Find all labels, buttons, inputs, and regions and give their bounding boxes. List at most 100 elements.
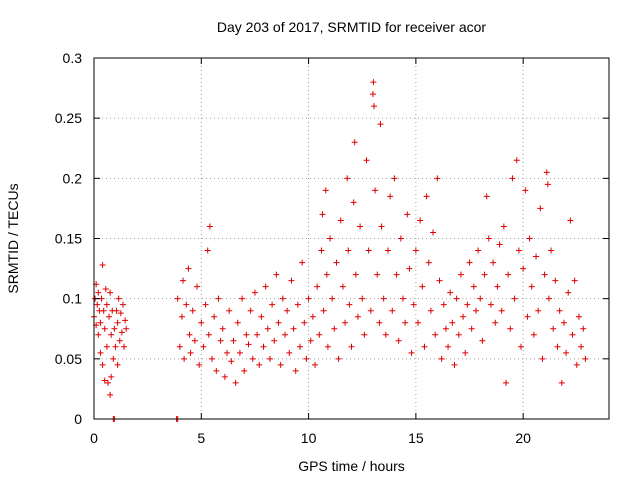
data-point: [425, 259, 432, 266]
data-point: [524, 313, 531, 320]
data-point: [455, 331, 462, 338]
data-point: [97, 319, 104, 326]
data-point: [224, 349, 231, 356]
data-point: [575, 313, 582, 320]
data-point: [359, 295, 366, 302]
data-point: [342, 319, 349, 326]
data-point: [297, 343, 303, 350]
data-point: [528, 283, 535, 290]
data-point: [247, 307, 254, 314]
data-point: [117, 310, 124, 317]
data-point: [406, 265, 413, 272]
data-point: [111, 325, 118, 332]
data-point: [468, 325, 475, 332]
data-point: [382, 331, 389, 338]
data-point: [118, 329, 125, 336]
data-point: [97, 349, 104, 356]
data-point: [351, 139, 358, 146]
data-point: [178, 313, 185, 320]
data-point: [110, 355, 117, 362]
data-point: [198, 319, 205, 326]
data-point: [348, 343, 355, 350]
data-point: [234, 319, 241, 326]
data-point: [567, 217, 574, 224]
data-point: [292, 367, 299, 374]
data-point: [183, 301, 190, 308]
data-point: [515, 247, 522, 254]
data-point: [230, 337, 237, 344]
data-point: [447, 289, 454, 296]
data-point: [251, 289, 258, 296]
data-point: [100, 307, 107, 314]
data-point: [545, 295, 552, 302]
data-point: [180, 277, 187, 284]
data-point: [479, 337, 486, 344]
data-point: [563, 349, 570, 356]
data-point: [314, 283, 321, 290]
data-point: [176, 343, 183, 350]
data-point: [507, 325, 514, 332]
data-point: [205, 331, 212, 338]
data-point: [582, 355, 589, 362]
data-point: [112, 343, 119, 350]
data-point: [522, 187, 529, 194]
data-point: [256, 361, 263, 368]
data-point: [449, 319, 456, 326]
data-point: [460, 313, 467, 320]
data-point: [397, 235, 404, 242]
data-point: [464, 301, 471, 308]
data-point: [339, 283, 346, 290]
data-point: [327, 235, 334, 242]
data-point: [215, 295, 222, 302]
data-point: [404, 211, 411, 218]
data-point: [108, 373, 115, 380]
data-point: [331, 325, 338, 332]
data-point: [337, 217, 344, 224]
data-point: [303, 355, 310, 362]
data-point: [318, 247, 325, 254]
data-point: [492, 319, 499, 326]
data-point: [453, 295, 460, 302]
data-point: [309, 313, 316, 320]
data-point: [380, 295, 387, 302]
data-point: [284, 307, 291, 314]
data-point: [346, 301, 353, 308]
x-axis-label: GPS time / hours: [298, 458, 405, 474]
data-point: [556, 307, 563, 314]
data-point: [254, 331, 261, 338]
x-tick-label: 5: [197, 430, 205, 446]
data-point: [402, 319, 409, 326]
data-point: [361, 331, 368, 338]
data-point: [191, 337, 198, 344]
data-point: [400, 295, 406, 302]
data-point: [421, 343, 428, 350]
data-point: [470, 283, 477, 290]
data-point: [194, 283, 200, 290]
data-point: [543, 169, 550, 176]
data-point: [412, 247, 419, 254]
data-point: [114, 319, 121, 326]
data-point: [322, 187, 329, 194]
data-point: [410, 301, 417, 308]
data-point: [106, 313, 113, 320]
data-point: [262, 283, 269, 290]
data-point: [378, 223, 385, 230]
data-point: [427, 307, 434, 314]
data-point: [434, 175, 441, 182]
data-point: [376, 319, 383, 326]
data-point: [389, 307, 396, 314]
data-point: [307, 337, 314, 344]
data-point: [271, 337, 278, 344]
data-point: [423, 193, 430, 200]
data-point: [436, 277, 443, 284]
data-point: [204, 247, 211, 254]
data-point: [333, 259, 340, 266]
data-point: [221, 373, 228, 380]
chart-title: Day 203 of 2017, SRMTID for receiver aco…: [217, 19, 487, 35]
data-point: [258, 313, 265, 320]
data-point: [415, 319, 422, 326]
y-tick-label: 0.1: [63, 291, 83, 307]
data-point: [503, 379, 509, 386]
